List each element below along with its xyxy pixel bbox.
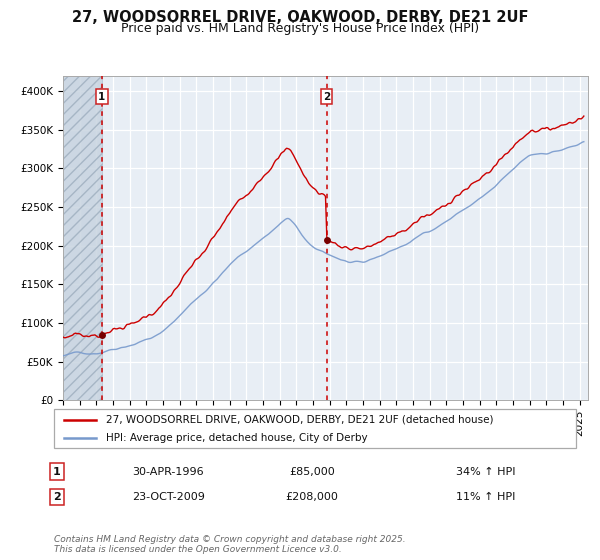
Text: £85,000: £85,000 [289, 466, 335, 477]
Bar [63, 76, 102, 400]
Text: 1: 1 [98, 92, 106, 102]
Text: 11% ↑ HPI: 11% ↑ HPI [456, 492, 515, 502]
Text: Contains HM Land Registry data © Crown copyright and database right 2025.
This d: Contains HM Land Registry data © Crown c… [54, 535, 406, 554]
FancyBboxPatch shape [54, 409, 576, 448]
Text: 2: 2 [53, 492, 61, 502]
Text: 27, WOODSORREL DRIVE, OAKWOOD, DERBY, DE21 2UF: 27, WOODSORREL DRIVE, OAKWOOD, DERBY, DE… [72, 10, 528, 25]
Text: 2: 2 [323, 92, 330, 102]
Text: 30-APR-1996: 30-APR-1996 [132, 466, 203, 477]
Text: 27, WOODSORREL DRIVE, OAKWOOD, DERBY, DE21 2UF (detached house): 27, WOODSORREL DRIVE, OAKWOOD, DERBY, DE… [106, 415, 494, 425]
Text: Price paid vs. HM Land Registry's House Price Index (HPI): Price paid vs. HM Land Registry's House … [121, 22, 479, 35]
Text: 34% ↑ HPI: 34% ↑ HPI [456, 466, 515, 477]
Text: 23-OCT-2009: 23-OCT-2009 [132, 492, 205, 502]
Text: £208,000: £208,000 [286, 492, 338, 502]
Text: 1: 1 [53, 466, 61, 477]
Text: HPI: Average price, detached house, City of Derby: HPI: Average price, detached house, City… [106, 433, 368, 443]
